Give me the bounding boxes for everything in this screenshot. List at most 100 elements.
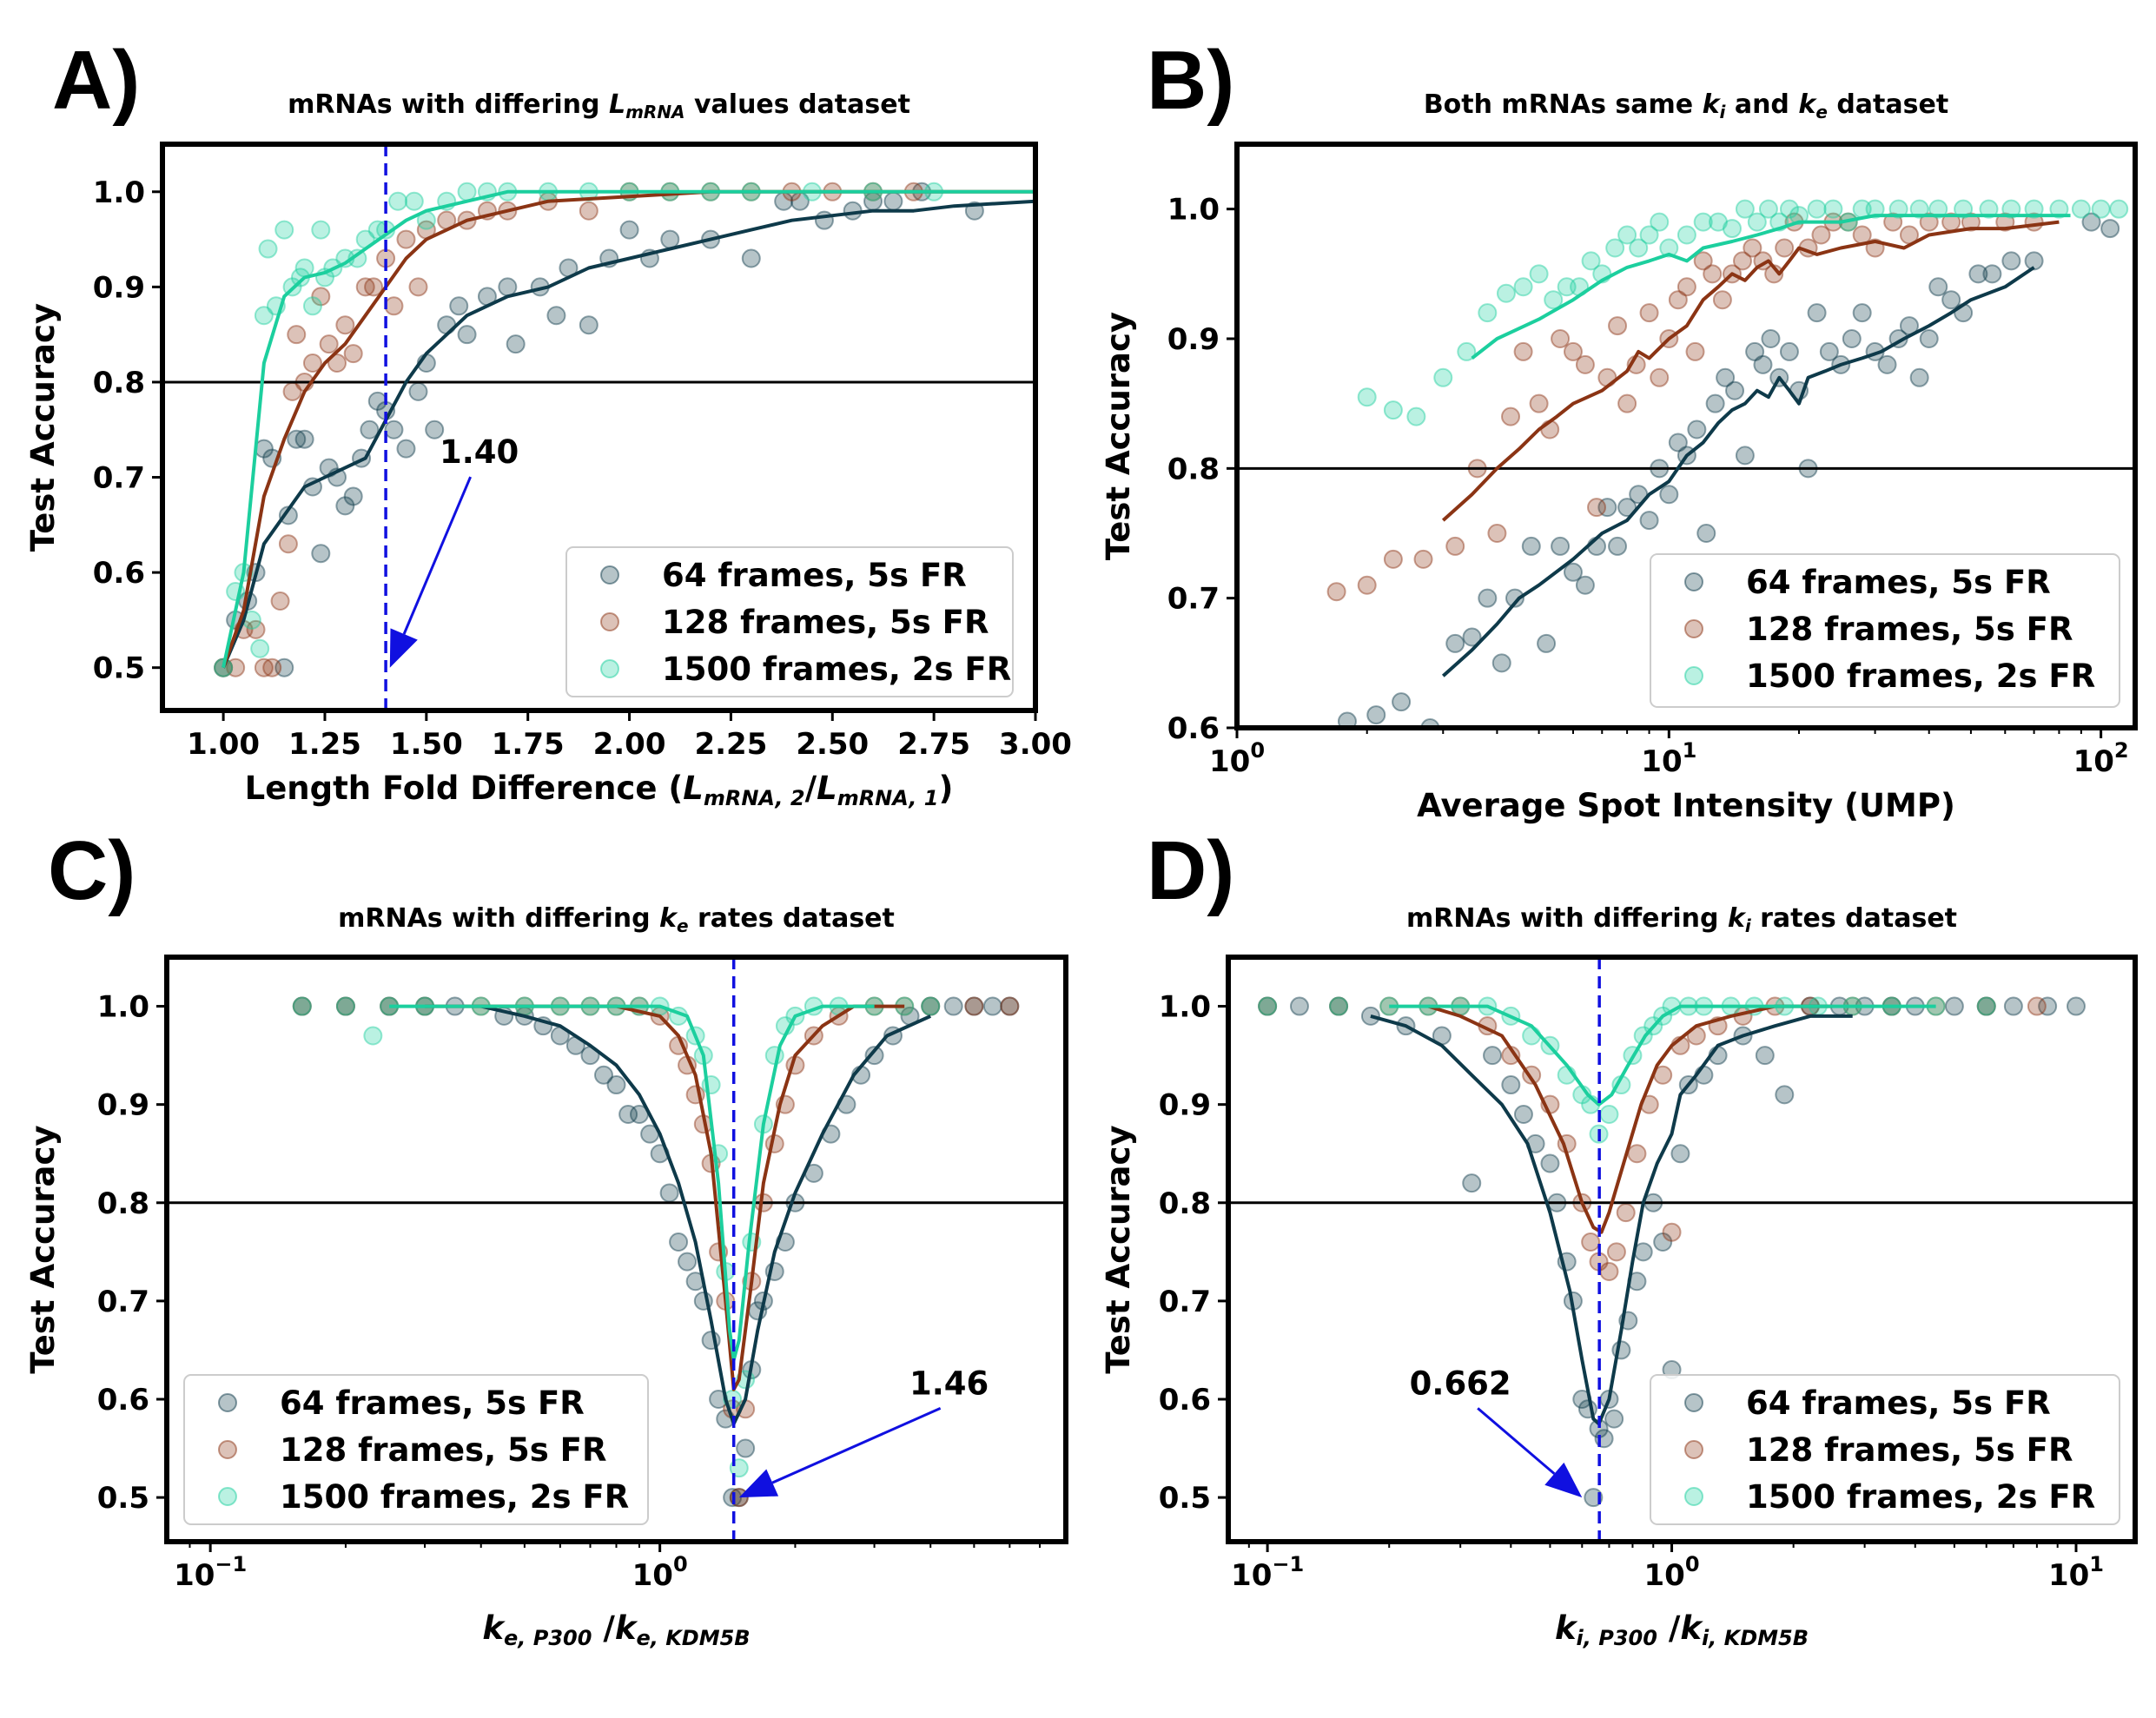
legend-marker	[1684, 1487, 1703, 1506]
data-point	[2100, 219, 2120, 239]
data-point	[1852, 303, 1872, 323]
data-point	[1357, 387, 1377, 407]
data-point	[1505, 588, 1524, 608]
x-tick-label: 1.00	[187, 727, 260, 762]
data-point	[1693, 251, 1713, 271]
data-point	[1563, 341, 1583, 361]
trend-line-s64	[1441, 266, 2035, 677]
y-tick-label: 1.0	[1167, 193, 1220, 228]
y-axis-label: Test Accuracy	[1100, 1125, 1137, 1373]
data-point	[1587, 498, 1607, 518]
data-point	[1919, 212, 1939, 232]
data-point	[270, 591, 290, 611]
data-point	[1961, 212, 1981, 232]
data-point	[921, 996, 941, 1016]
data-point	[254, 306, 274, 326]
data-point	[396, 439, 416, 459]
chart-title: mRNAs with differing ki rates dataset	[1406, 903, 1957, 936]
series-s64	[1258, 996, 2086, 1508]
data-point	[1639, 303, 1659, 323]
data-point	[302, 354, 322, 373]
panel-a: A) mRNAs with differing LmRNA values data…	[24, 34, 1072, 810]
data-point	[2049, 199, 2069, 219]
panel-d: D) mRNAs with differing ki rates dataset 1…	[1100, 824, 2138, 1650]
data-point	[1383, 549, 1403, 569]
data-point	[1687, 420, 1707, 439]
plot-area	[1228, 957, 2135, 1542]
trend-line-s128	[1441, 220, 2060, 522]
y-tick-label: 0.6	[93, 556, 145, 591]
data-point	[335, 996, 355, 1016]
annotation-label: 1.40	[440, 433, 519, 471]
data-point	[1716, 367, 1736, 387]
data-point	[593, 1065, 613, 1085]
data-point	[404, 191, 424, 211]
trend-line-s1500	[1471, 214, 2071, 360]
data-point	[2003, 996, 2023, 1016]
data-point	[1968, 264, 1988, 284]
data-point	[2071, 199, 2091, 219]
x-axis: 10−1 100 101	[1231, 1542, 2104, 1593]
data-point	[1606, 1242, 1626, 1262]
x-tick-label: 100	[1644, 1552, 1700, 1593]
data-point	[1383, 400, 1403, 420]
legend: 64 frames, 5s FR 128 frames, 5s FR 1500 fr…	[565, 546, 1014, 697]
trend-line-s128	[1427, 1004, 1833, 1234]
data-point	[1747, 212, 1767, 232]
x-tick-label: 2.50	[796, 727, 869, 762]
data-point	[1662, 1222, 1682, 1242]
data-point	[1755, 1046, 1775, 1066]
data-point	[1529, 264, 1549, 284]
data-point	[1575, 354, 1595, 374]
data-point	[1357, 575, 1377, 595]
legend: 64 frames, 5s FR 128 frames, 5s FR 1500 fr…	[183, 1374, 649, 1525]
data-point	[2091, 199, 2111, 219]
data-point	[287, 325, 307, 345]
legend-marker	[218, 1487, 237, 1506]
x-axis-label: Length Fold Difference (LmRNA, 2/LmRNA, …	[245, 770, 954, 810]
legend: 64 frames, 5s FR 128 frames, 5s FR 1500 fr…	[1650, 553, 2120, 708]
chart-title: Both mRNAs same ki and ke dataset	[1424, 89, 1948, 122]
data-point	[1819, 341, 1839, 361]
data-point	[678, 1252, 698, 1272]
y-tick-label: 0.7	[93, 461, 145, 496]
legend-entry: 64 frames, 5s FR	[1746, 1384, 2051, 1422]
data-point	[425, 420, 445, 439]
data-point	[343, 344, 363, 364]
trend-line-s1500	[222, 189, 1035, 669]
data-point	[258, 239, 278, 259]
data-point	[2038, 996, 2058, 1016]
data-point	[274, 657, 294, 677]
data-point	[1406, 406, 1426, 426]
data-point	[319, 334, 339, 354]
data-point	[1000, 996, 1020, 1016]
data-point	[619, 220, 639, 240]
y-tick-label: 1.0	[1159, 990, 1211, 1025]
x-tick-label: 10−1	[174, 1552, 247, 1593]
panel-c: C) mRNAs with differing ke rates dataset 1…	[24, 824, 1068, 1650]
data-point	[1703, 264, 1723, 284]
data-point	[1599, 1261, 1619, 1281]
data-point	[1487, 524, 1507, 543]
data-point	[982, 996, 1002, 1016]
x-tick-label: 1.25	[288, 727, 361, 762]
annotation-arrowhead	[738, 1469, 779, 1498]
data-point	[921, 996, 941, 1016]
data-point	[1457, 341, 1477, 361]
data-point	[1258, 996, 1278, 1016]
data-point	[1326, 582, 1346, 602]
chart-title: mRNAs with differing LmRNA values datase…	[288, 89, 910, 122]
plot-frame	[164, 955, 1068, 1544]
data-point	[498, 277, 518, 297]
data-point	[1513, 277, 1533, 297]
data-point	[449, 296, 469, 316]
data-point	[1496, 283, 1516, 303]
legend-entry: 1500 frames, 2s FR	[1746, 657, 2095, 695]
y-axis-label: Test Accuracy	[24, 303, 62, 552]
y-tick-label: 0.8	[93, 366, 145, 400]
y-axis: 0.5 0.6 0.7 0.8 0.9 1.0	[97, 990, 167, 1516]
data-point	[579, 315, 599, 335]
y-tick-label: 0.7	[1167, 582, 1220, 617]
data-point	[1629, 238, 1649, 258]
data-point	[262, 657, 282, 677]
